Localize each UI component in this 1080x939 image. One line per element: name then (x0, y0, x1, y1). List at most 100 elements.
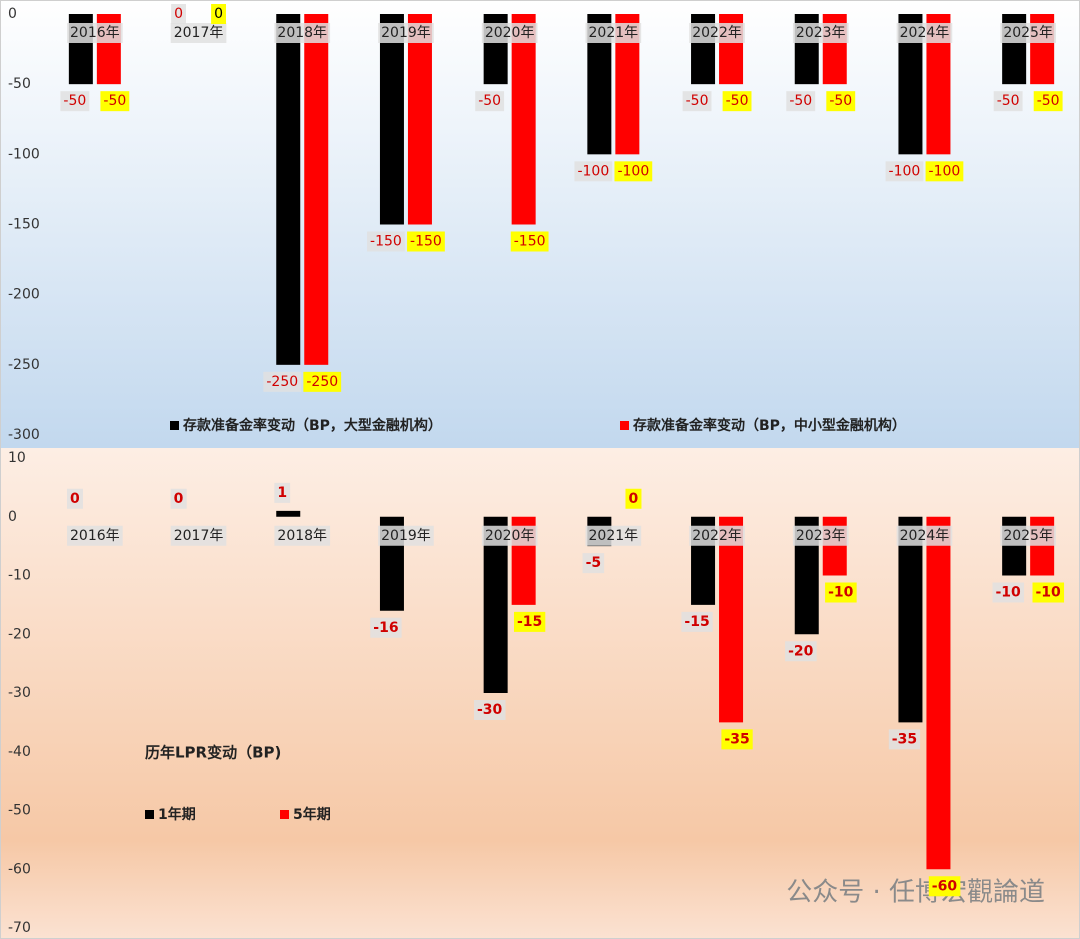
legend-swatch (620, 421, 629, 430)
x-tick-label-bg (170, 23, 227, 43)
y-tick-label: -200 (8, 287, 40, 303)
data-label-bg (785, 641, 817, 662)
data-label: 0 (70, 491, 80, 507)
data-label: -50 (829, 93, 852, 109)
data-label: -50 (997, 93, 1020, 109)
data-label: -10 (1036, 585, 1062, 601)
x-tick-label-bg (585, 525, 642, 546)
bar (511, 14, 536, 225)
x-tick-label-bg (1000, 23, 1056, 43)
x-tick-label: 2022年 (692, 528, 742, 544)
x-tick-label: 2025年 (1003, 25, 1053, 41)
data-label: -20 (788, 643, 814, 659)
x-tick-label: 2021年 (589, 25, 639, 41)
data-label-bg (722, 91, 752, 112)
data-label-bg (60, 91, 90, 112)
data-label-bg (826, 91, 856, 112)
x-tick-label-bg (481, 23, 538, 43)
data-label: -30 (477, 702, 503, 718)
data-label-bg (1033, 91, 1063, 112)
x-tick-label: 2022年 (692, 25, 742, 41)
data-label: -15 (517, 614, 542, 630)
x-tick-label: 2019年 (381, 25, 431, 41)
data-label-bg (367, 231, 405, 252)
x-tick-label: 2019年 (381, 528, 431, 544)
data-label: 0 (214, 6, 223, 22)
data-label: 0 (174, 6, 183, 22)
x-tick-label-bg (689, 525, 745, 546)
data-label: -50 (63, 93, 86, 109)
bar (1030, 516, 1055, 576)
legend-label: 1年期 (158, 806, 196, 823)
x-tick-label-bg (378, 23, 434, 43)
data-label: -150 (514, 234, 546, 250)
x-tick-label: 2016年 (70, 25, 120, 41)
data-label-bg (100, 91, 130, 112)
data-label: -100 (929, 163, 961, 179)
data-label: -100 (577, 163, 609, 179)
data-label: -150 (370, 234, 402, 250)
data-label-bg (475, 91, 505, 112)
data-label-bg (574, 161, 613, 182)
data-label: -16 (373, 620, 398, 636)
data-label-bg (370, 617, 402, 638)
legend-swatch (280, 810, 289, 819)
data-label-bg (1032, 582, 1065, 603)
data-label-bg (614, 161, 653, 182)
data-label: -250 (266, 374, 298, 390)
bar (719, 516, 744, 723)
legend-swatch (170, 421, 179, 430)
data-label-bg (171, 4, 187, 24)
data-label: -100 (617, 163, 649, 179)
x-tick-label-bg (896, 525, 953, 546)
x-tick-label-bg (378, 525, 434, 546)
data-label: -10 (828, 585, 854, 601)
x-tick-label-bg (481, 525, 538, 546)
data-label-bg (407, 231, 445, 252)
y-tick-label: -30 (8, 685, 31, 701)
x-tick-label: 2021年 (589, 528, 639, 544)
x-tick-label: 2017年 (174, 528, 224, 544)
x-tick-label: 2016年 (70, 528, 120, 544)
data-label-bg (993, 91, 1023, 112)
data-label-bg (625, 488, 642, 509)
data-label-bg (303, 371, 342, 392)
data-label: -50 (103, 93, 126, 109)
data-label: -250 (306, 374, 338, 390)
data-label: -10 (996, 585, 1022, 601)
data-label-bg (514, 611, 546, 632)
y-tick-label: 0 (8, 509, 17, 525)
y-tick-label: -20 (8, 626, 31, 642)
data-label: -50 (726, 93, 749, 109)
legend-label: 5年期 (293, 806, 331, 823)
data-label: 0 (628, 491, 638, 507)
watermark: 公众号 · 任博宏觀論道 (786, 878, 1045, 908)
data-label-bg (928, 876, 961, 897)
y-tick-label: 0 (8, 6, 17, 22)
data-label: -60 (932, 878, 958, 894)
x-tick-label: 2023年 (796, 528, 846, 544)
x-tick-label-bg (67, 23, 123, 43)
x-tick-label: 2025年 (1003, 528, 1053, 544)
data-label: -35 (724, 731, 749, 747)
bar (926, 516, 951, 870)
legend-label: 存款准备金率变动（BP，中小型金融机构） (633, 417, 906, 434)
data-label-bg (681, 611, 713, 632)
x-tick-label-bg (792, 23, 849, 43)
legend-label: 存款准备金率变动（BP，大型金融机构） (183, 417, 442, 434)
data-label: -50 (789, 93, 812, 109)
data-label-bg (786, 91, 816, 112)
x-tick-label: 2018年 (277, 528, 327, 544)
y-tick-label: -50 (8, 76, 31, 92)
data-label: -50 (1037, 93, 1060, 109)
bar (1002, 516, 1027, 576)
y-tick-label: -250 (8, 357, 40, 373)
bar (822, 516, 847, 576)
x-tick-label: 2023年 (796, 25, 846, 41)
y-tick-label: -150 (8, 217, 40, 233)
data-label-bg (170, 488, 187, 509)
y-tick-label: -300 (8, 427, 40, 443)
data-label: -100 (889, 163, 921, 179)
data-label: -50 (686, 93, 709, 109)
